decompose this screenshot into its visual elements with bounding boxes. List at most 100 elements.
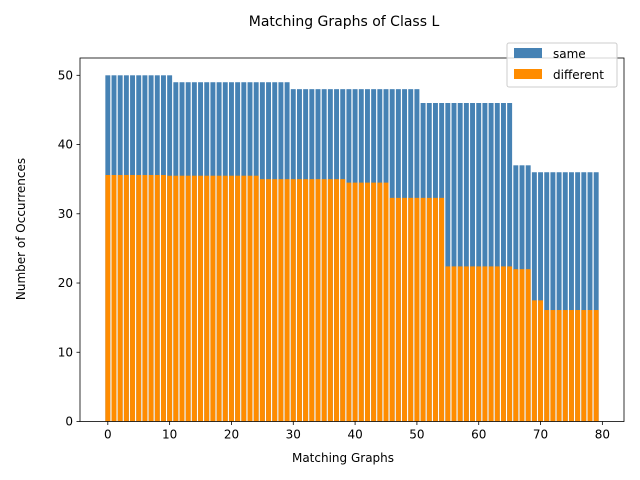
bar-different-8 (154, 175, 160, 422)
bar-different-31 (296, 179, 302, 422)
x-tick-label: 50 (409, 428, 424, 442)
bar-different-42 (364, 182, 370, 422)
bar-same-78 (587, 172, 593, 422)
y-axis: 0 10 20 30 40 50 (58, 68, 80, 429)
legend-swatch-same (514, 48, 542, 58)
bar-different-74 (562, 310, 568, 422)
bar-different-9 (160, 175, 166, 422)
bar-same-77 (581, 172, 587, 422)
bar-same-69 (531, 172, 537, 422)
bar-different-72 (550, 310, 556, 422)
bar-different-75 (568, 310, 574, 422)
bar-different-46 (389, 197, 395, 422)
bar-different-27 (272, 179, 278, 422)
bar-different-69 (531, 300, 537, 422)
bar-different-21 (235, 175, 241, 422)
bar-different-38 (340, 179, 346, 422)
plot-frame (79, 57, 625, 422)
bar-different-28 (278, 179, 284, 422)
bar-different-44 (377, 182, 383, 422)
bar-different-53 (432, 197, 438, 422)
bar-different-19 (222, 175, 228, 422)
y-tick-label: 30 (58, 207, 73, 221)
bar-different-23 (247, 175, 253, 422)
bar-different-63 (494, 266, 500, 422)
bar-different-45 (383, 182, 389, 422)
bar-different-61 (482, 266, 488, 422)
bar-different-60 (476, 266, 482, 422)
bar-same-57 (457, 103, 463, 422)
bar-different-66 (513, 269, 519, 422)
chart-title: Matching Graphs of Class L (249, 14, 440, 30)
bar-different-49 (408, 197, 414, 422)
bar-different-25 (259, 179, 265, 422)
bar-different-47 (395, 197, 401, 422)
x-tick-label: 70 (533, 428, 548, 442)
bar-different-56 (451, 266, 457, 422)
bar-different-10 (167, 175, 173, 422)
bar-different-77 (581, 310, 587, 422)
bar-different-62 (488, 266, 494, 422)
bar-different-59 (470, 266, 476, 422)
bar-different-11 (173, 175, 179, 422)
bar-different-20 (228, 175, 234, 422)
bar-different-57 (457, 266, 463, 422)
bar-different-13 (185, 175, 191, 422)
x-tick-label: 80 (595, 428, 610, 442)
bar-different-35 (321, 179, 327, 422)
bar-different-40 (352, 182, 358, 422)
bar-different-1 (111, 175, 117, 422)
bar-different-14 (191, 175, 197, 422)
y-tick-label: 10 (58, 345, 73, 359)
bar-different-18 (216, 175, 222, 422)
bar-different-34 (315, 179, 321, 422)
bar-same-76 (575, 172, 581, 422)
bar-different-52 (426, 197, 432, 422)
bar-different-55 (445, 266, 451, 422)
y-tick-label: 50 (58, 68, 73, 82)
bar-different-33 (309, 179, 315, 422)
bar-different-36 (327, 179, 333, 422)
y-tick-label: 40 (58, 138, 73, 152)
bar-same-62 (488, 103, 494, 422)
bar-different-48 (402, 197, 408, 422)
bar-different-37 (334, 179, 340, 422)
bar-different-3 (123, 175, 129, 422)
bar-same-58 (463, 103, 469, 422)
bar-different-2 (117, 175, 123, 422)
bar-same-60 (476, 103, 482, 422)
bar-same-70 (538, 172, 544, 422)
bar-different-70 (538, 300, 544, 422)
bar-different-24 (253, 175, 259, 422)
bar-different-41 (358, 182, 364, 422)
bar-different-78 (587, 310, 593, 422)
bar-different-73 (556, 310, 562, 422)
bar-same-61 (482, 103, 488, 422)
x-tick-label: 20 (224, 428, 239, 442)
y-tick-label: 0 (65, 415, 73, 429)
x-tick-label: 0 (104, 428, 112, 442)
legend-label-different: different (553, 68, 604, 82)
x-tick-label: 10 (162, 428, 177, 442)
bar-different-71 (544, 310, 550, 422)
bar-same-65 (507, 103, 513, 422)
bar-different-22 (241, 175, 247, 422)
bars-group (105, 75, 599, 422)
bar-different-67 (519, 269, 525, 422)
bar-different-30 (290, 179, 296, 422)
bar-same-55 (445, 103, 451, 422)
legend: same different (506, 42, 618, 88)
bar-different-12 (179, 175, 185, 422)
bar-same-72 (550, 172, 556, 422)
bar-different-0 (105, 175, 111, 422)
bar-different-65 (507, 266, 513, 422)
bar-same-64 (500, 103, 506, 422)
bar-different-16 (204, 175, 210, 422)
bar-same-74 (562, 172, 568, 422)
bar-different-32 (303, 179, 309, 422)
bar-different-26 (266, 179, 272, 422)
x-tick-label: 30 (286, 428, 301, 442)
bar-different-58 (463, 266, 469, 422)
y-axis-title: Number of Occurrences (14, 158, 28, 300)
